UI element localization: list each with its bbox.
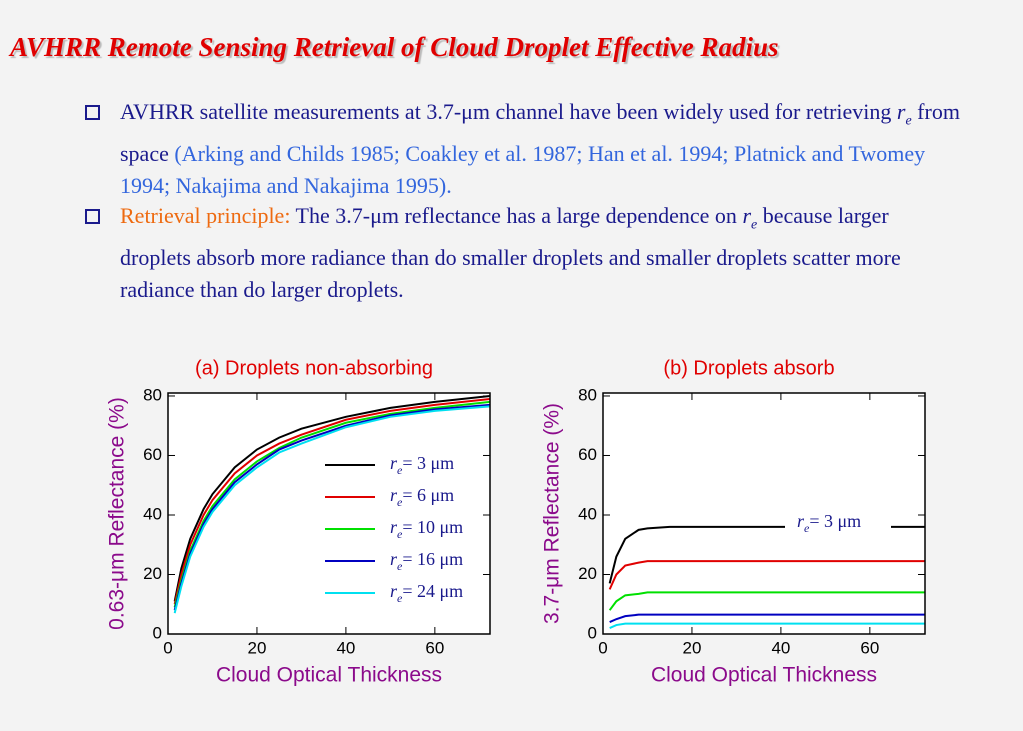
chart-title: (b) Droplets absorb xyxy=(663,357,834,379)
y-tick-label: 80 xyxy=(143,385,162,404)
chart-title: (a) Droplets non-absorbing xyxy=(195,357,433,379)
label: Retrieval principle: xyxy=(120,203,291,228)
x-tick-label: 20 xyxy=(682,638,701,657)
legend-symbol: r xyxy=(390,453,398,473)
legend-label: re= 16 μm xyxy=(390,549,463,573)
y-tick-label: 20 xyxy=(143,564,162,583)
subscript: e xyxy=(751,217,758,233)
x-tick-label: 60 xyxy=(860,638,879,657)
legend-label-text: = 3 μm xyxy=(402,453,454,473)
bullet: Retrieval principle: The 3.7-μm reflecta… xyxy=(85,200,960,307)
line xyxy=(608,560,925,590)
legend-label-text: = 10 μm xyxy=(402,517,463,537)
y-tick-label: 0 xyxy=(153,623,162,642)
x-axis-label: Cloud Optical Thickness xyxy=(216,664,442,687)
legend-subscript: e xyxy=(397,527,403,541)
legend-label-text: = 24 μm xyxy=(402,581,463,601)
line xyxy=(608,525,925,584)
line xyxy=(609,622,925,629)
legend-label: re= 10 μm xyxy=(390,517,463,541)
symbol: r xyxy=(742,203,751,228)
legend-box xyxy=(785,497,891,549)
y-tick-label: 80 xyxy=(578,385,597,404)
legend-symbol: r xyxy=(390,581,398,601)
line xyxy=(609,613,925,624)
legend-label: re= 3 μm xyxy=(390,453,454,477)
text: because larger droplets absorb more radi… xyxy=(120,203,901,303)
line xyxy=(173,405,491,614)
y-tick-label: 40 xyxy=(143,504,162,523)
legend-label-text: = 16 μm xyxy=(402,549,463,569)
y-tick-label: 0 xyxy=(588,623,597,642)
bullet: AVHRR satellite measurements at 3.7-μm c… xyxy=(85,96,960,203)
plot-frame xyxy=(167,392,491,635)
x-tick-label: 60 xyxy=(425,638,444,657)
text: The 3.7-μm reflectance has a large depen… xyxy=(290,203,743,228)
y-axis-label: 3.7-μm Reflectance (%) xyxy=(541,403,564,624)
x-tick-label: 40 xyxy=(336,638,355,657)
x-axis-label: Cloud Optical Thickness xyxy=(651,664,877,687)
plot-frame xyxy=(602,392,926,635)
legend-subscript: e xyxy=(397,559,403,573)
subscript: e xyxy=(905,113,912,129)
line xyxy=(173,394,491,602)
symbol: r xyxy=(896,99,906,124)
legend-label-text: = 6 μm xyxy=(402,485,454,505)
legend-symbol: r xyxy=(390,485,398,505)
y-tick-label: 20 xyxy=(578,564,597,583)
legend-label: re= 6 μm xyxy=(390,485,454,509)
line xyxy=(173,397,491,605)
slide-title: AVHRR Remote Sensing Retrieval of Cloud … xyxy=(10,32,779,62)
legend-label-text: = 3 μm xyxy=(809,511,861,531)
y-tick-label: 40 xyxy=(578,504,597,523)
legend-subscript: e xyxy=(397,495,403,509)
text: from space xyxy=(120,99,960,166)
x-tick-label: 20 xyxy=(247,638,266,657)
line xyxy=(173,403,491,611)
line xyxy=(608,591,925,611)
y-tick-label: 60 xyxy=(578,445,597,464)
y-axis-label: 0.63-μm Reflectance (%) xyxy=(106,397,129,630)
legend-subscript: e xyxy=(397,463,403,477)
y-tick-label: 60 xyxy=(143,445,162,464)
legend-subscript: e xyxy=(804,521,810,535)
legend-symbol: r xyxy=(390,517,398,537)
legend-label: re= 3 μm xyxy=(797,511,861,535)
legend-symbol: r xyxy=(797,511,805,531)
x-tick-label: 40 xyxy=(771,638,790,657)
citation: (Arking and Childs 1985; Coakley et al. … xyxy=(120,140,926,199)
line xyxy=(173,400,491,608)
x-tick-label: 0 xyxy=(598,638,607,657)
legend-subscript: e xyxy=(397,591,403,605)
legend-label: re= 24 μm xyxy=(390,581,463,605)
legend-symbol: r xyxy=(390,549,398,569)
x-tick-label: 0 xyxy=(163,638,172,657)
text: AVHRR satellite measurements at 3.7-μm c… xyxy=(120,99,897,124)
